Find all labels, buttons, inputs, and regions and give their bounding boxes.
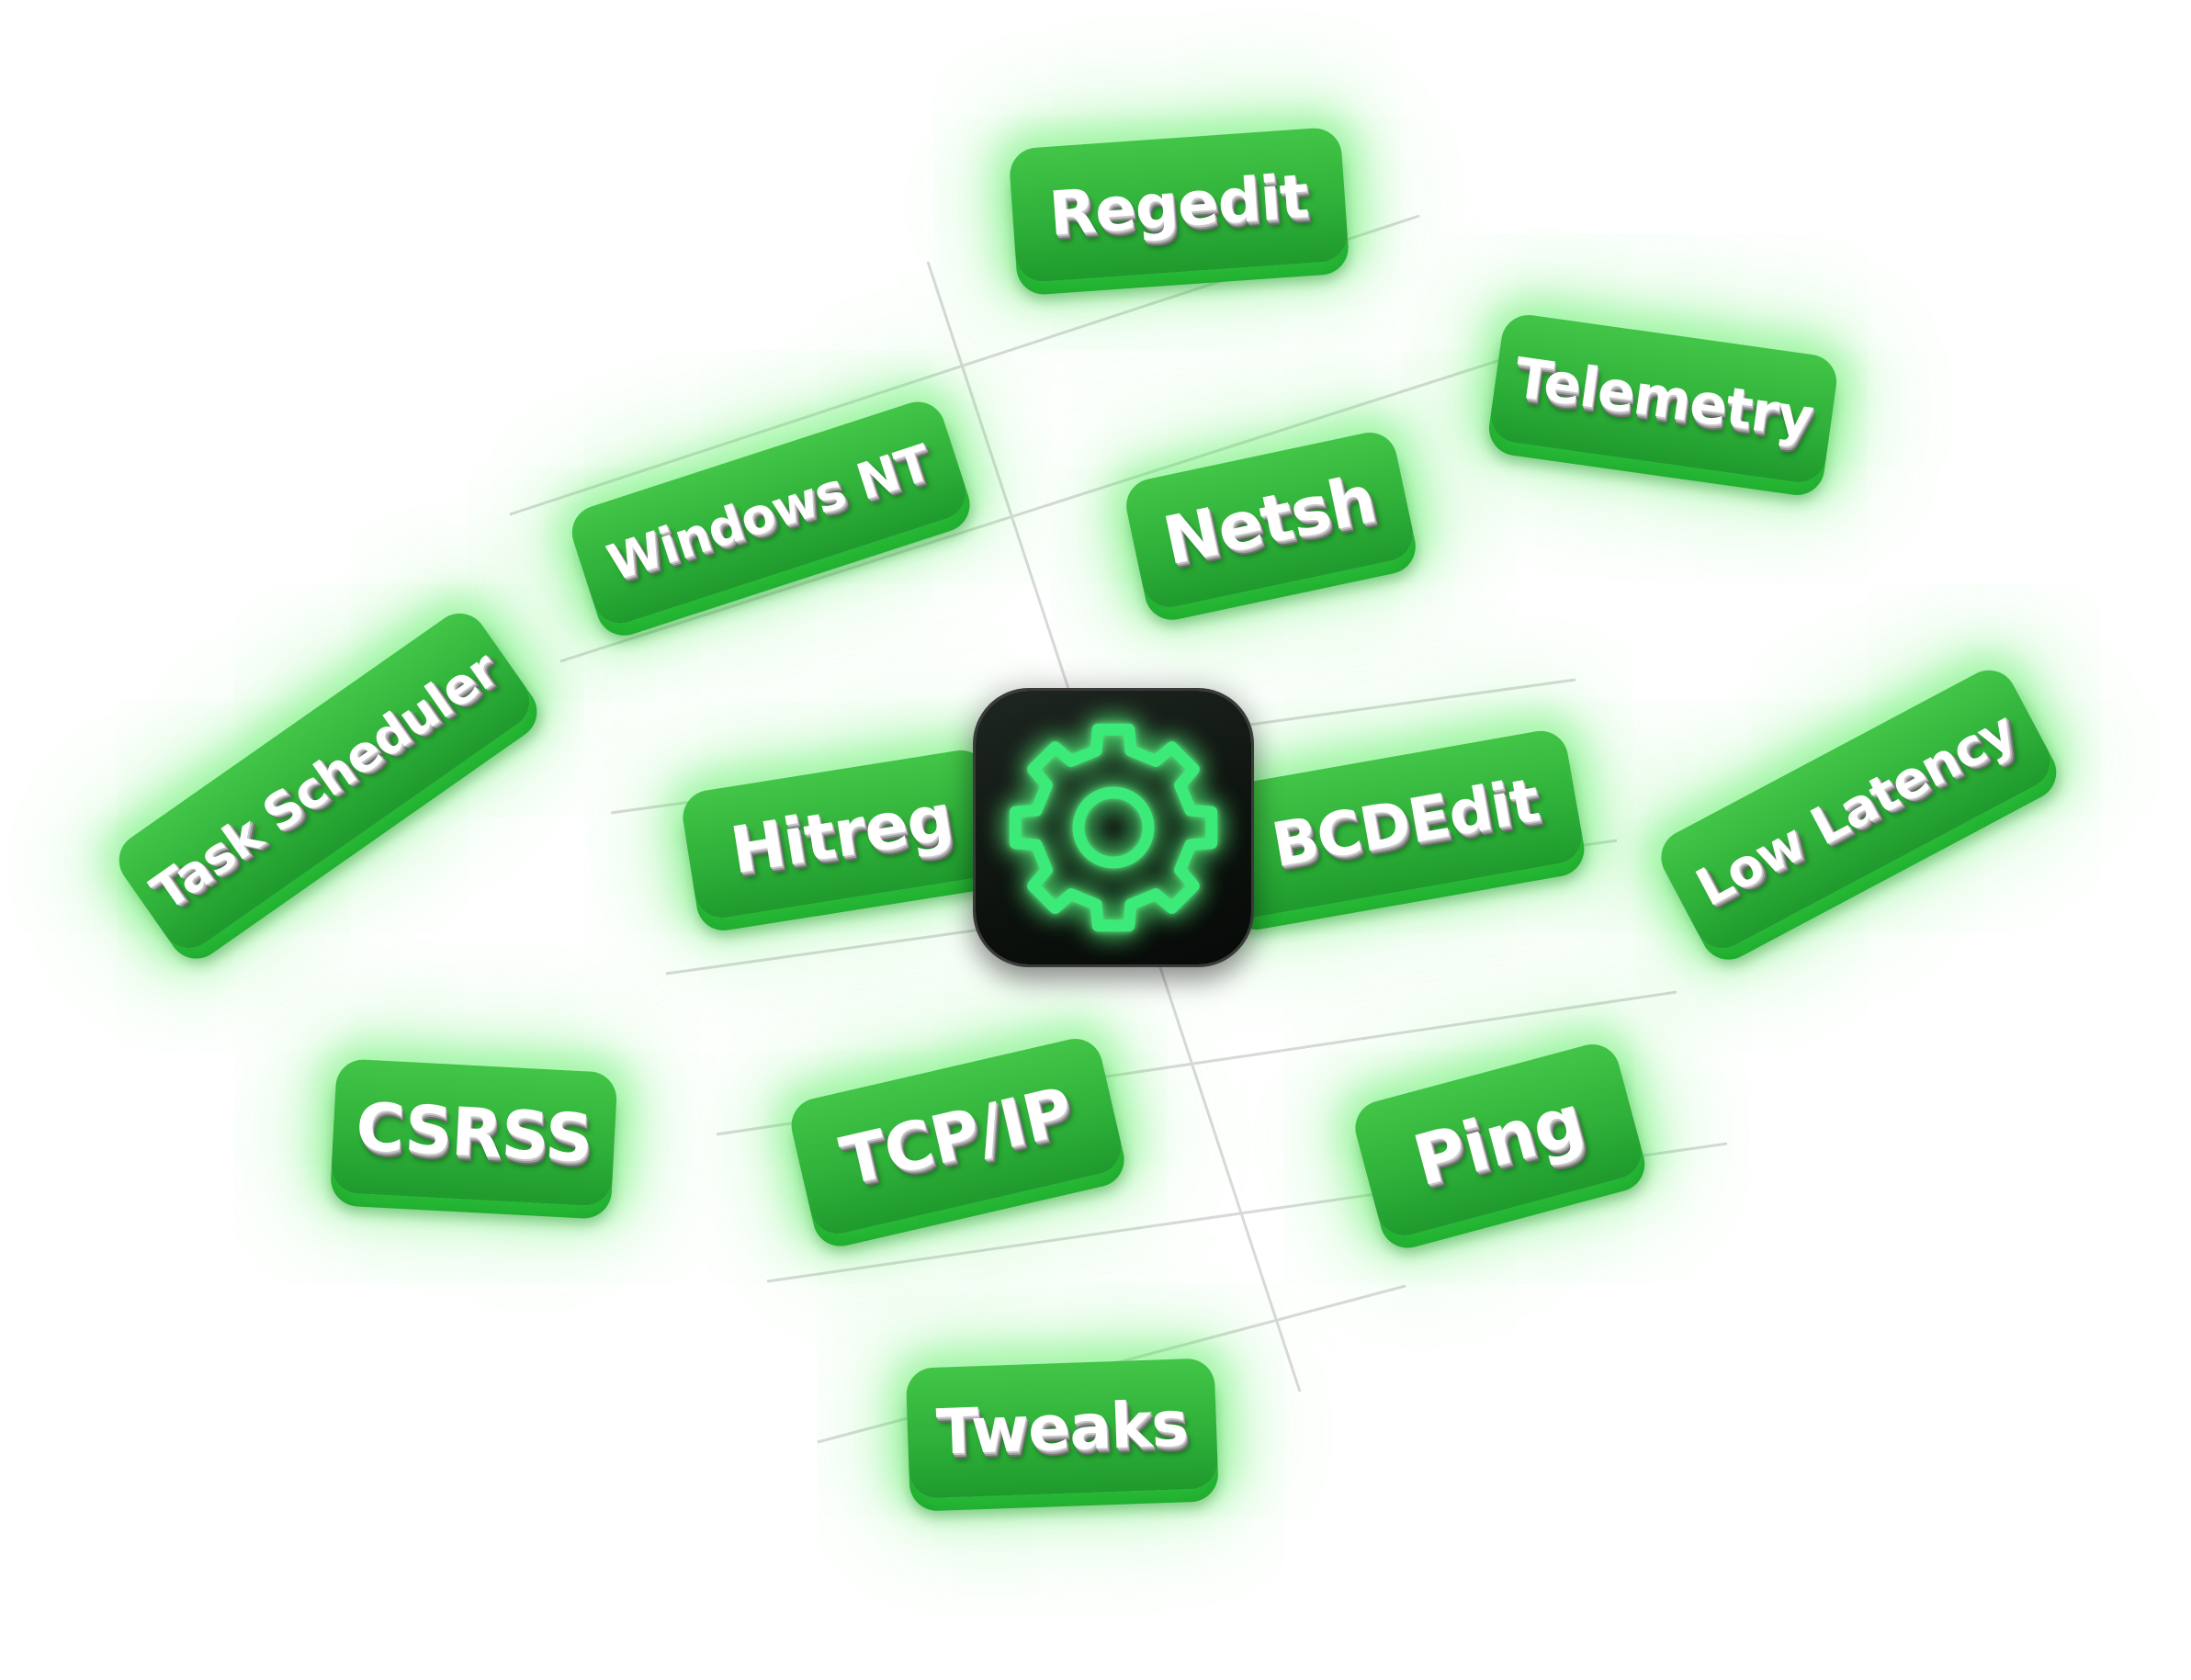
tag-tcp-ip-label: TCP/IP — [833, 1072, 1079, 1201]
tag-regedit-label: Regedit — [1046, 160, 1311, 250]
tag-netsh-label: Netsh — [1157, 459, 1383, 581]
tag-csrss-label: CSRSS — [354, 1088, 594, 1178]
tag-tweaks: Tweaks — [905, 1358, 1219, 1499]
tag-hitreg-label: Hitreg — [725, 779, 958, 889]
tag-telemetry-label: Telemetry — [1510, 345, 1817, 452]
tag-bcdedit-label: BCDEdit — [1266, 764, 1544, 881]
app-icon — [976, 691, 1251, 964]
tag-ping-label: Ping — [1405, 1077, 1592, 1202]
tag-regedit: Regedit — [1008, 126, 1350, 284]
tag-csrss: CSRSS — [330, 1058, 618, 1207]
gear-icon — [1009, 723, 1218, 932]
tag-tweaks-label: Tweaks — [934, 1387, 1190, 1470]
